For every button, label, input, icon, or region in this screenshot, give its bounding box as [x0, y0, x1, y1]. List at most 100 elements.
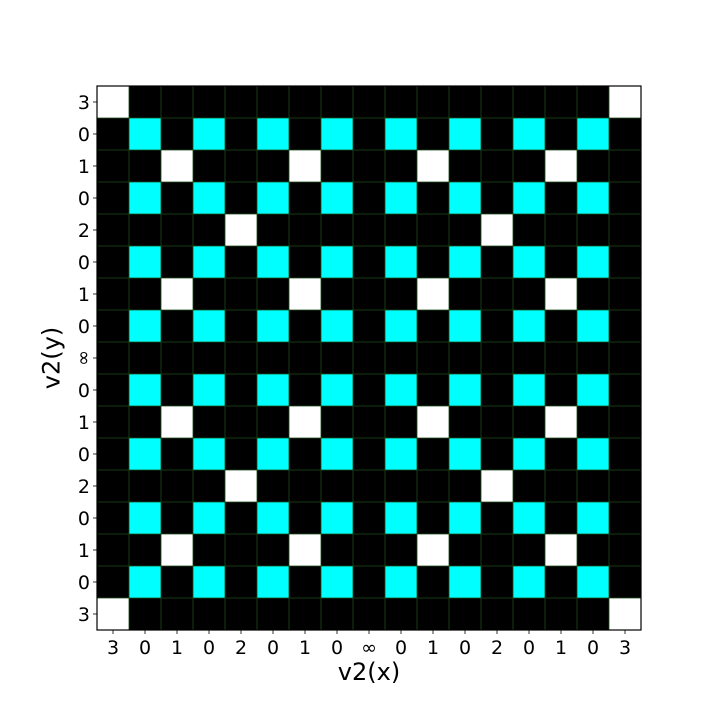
heatmap-cell — [385, 246, 418, 279]
heatmap-cell — [321, 534, 354, 567]
heatmap-cell — [97, 502, 130, 535]
heatmap-cell — [609, 566, 642, 599]
heatmap-cell — [161, 598, 194, 631]
heatmap-cell — [545, 470, 578, 503]
heatmap-cell — [225, 470, 258, 503]
heatmap-cell — [609, 246, 642, 279]
heatmap-cell — [417, 310, 450, 343]
heatmap-cell — [513, 374, 546, 407]
heatmap-cell — [289, 150, 322, 183]
heatmap-cell — [449, 406, 482, 439]
heatmap-cell — [513, 598, 546, 631]
heatmap-cell — [321, 310, 354, 343]
heatmap-cell — [257, 438, 290, 471]
heatmap-cell — [257, 118, 290, 151]
heatmap-cell — [161, 502, 194, 535]
heatmap-cell — [193, 246, 226, 279]
heatmap-cell — [481, 566, 514, 599]
heatmap-cell — [545, 86, 578, 119]
heatmap-cell — [513, 150, 546, 183]
heatmap-cell — [609, 502, 642, 535]
x-tick-label: 0 — [395, 637, 407, 659]
x-tick-label: 0 — [459, 637, 471, 659]
heatmap-cell — [449, 502, 482, 535]
heatmap-cell — [417, 374, 450, 407]
heatmap-cell — [545, 214, 578, 247]
heatmap-cell — [129, 310, 162, 343]
y-tick-label: 1 — [78, 412, 90, 434]
x-tick-label: 0 — [331, 637, 343, 659]
heatmap-cell — [225, 118, 258, 151]
heatmap-cell — [385, 470, 418, 503]
heatmap-cell — [513, 86, 546, 119]
y-tick-label: 2 — [78, 220, 90, 242]
heatmap-cell — [257, 374, 290, 407]
heatmap-cell — [513, 342, 546, 375]
x-tick-label: 0 — [139, 637, 151, 659]
heatmap-cell — [289, 342, 322, 375]
heatmap-cell — [161, 566, 194, 599]
heatmap-cell — [609, 438, 642, 471]
heatmap-cell — [385, 374, 418, 407]
heatmap-cell — [257, 214, 290, 247]
heatmap-cell — [129, 342, 162, 375]
heatmap-cell — [449, 118, 482, 151]
heatmap-cell — [97, 86, 130, 119]
heatmap-cell — [513, 406, 546, 439]
heatmap-cell — [353, 534, 386, 567]
heatmap-cell — [353, 342, 386, 375]
x-tick-label: 0 — [587, 637, 599, 659]
heatmap-cell — [577, 438, 610, 471]
heatmap-cell — [257, 534, 290, 567]
heatmap-cell — [449, 86, 482, 119]
y-tick-label: 0 — [78, 188, 90, 210]
heatmap-cell — [385, 86, 418, 119]
heatmap-cell — [481, 278, 514, 311]
x-tick-label: 1 — [427, 637, 439, 659]
heatmap-cell — [289, 566, 322, 599]
heatmap-cell — [577, 406, 610, 439]
heatmap-cell — [321, 406, 354, 439]
heatmap-cell — [481, 342, 514, 375]
heatmap-cell — [577, 502, 610, 535]
heatmap-cell — [289, 214, 322, 247]
heatmap-cell — [577, 246, 610, 279]
x-axis-label: v2(x) — [338, 658, 400, 686]
heatmap-cell — [481, 182, 514, 215]
heatmap-cell — [321, 438, 354, 471]
heatmap-cell — [193, 86, 226, 119]
heatmap-cell — [609, 470, 642, 503]
heatmap-cell — [289, 118, 322, 151]
heatmap-cell — [129, 566, 162, 599]
x-tick-label: 2 — [235, 637, 247, 659]
heatmap-cell — [353, 598, 386, 631]
x-tick-label: 2 — [491, 637, 503, 659]
heatmap-cell — [193, 118, 226, 151]
heatmap-cell — [577, 150, 610, 183]
heatmap-cell — [481, 86, 514, 119]
heatmap-cell — [353, 374, 386, 407]
x-tick-label: 1 — [171, 637, 183, 659]
heatmap-cell — [417, 406, 450, 439]
heatmap-cell — [385, 502, 418, 535]
heatmap-cell — [353, 310, 386, 343]
heatmap-cell — [385, 214, 418, 247]
heatmap-cell — [481, 214, 514, 247]
heatmap-cell — [449, 182, 482, 215]
heatmap-cell — [417, 214, 450, 247]
heatmap-cell — [609, 118, 642, 151]
heatmap-cell — [513, 118, 546, 151]
heatmap-cell — [609, 86, 642, 119]
heatmap-cell — [353, 150, 386, 183]
heatmap-cell — [353, 118, 386, 151]
y-tick-label: 3 — [78, 604, 90, 626]
heatmap-cell — [193, 310, 226, 343]
heatmap-cell — [321, 470, 354, 503]
heatmap-cell — [289, 374, 322, 407]
heatmap-cell — [545, 342, 578, 375]
heatmap-cell — [289, 438, 322, 471]
heatmap-cell — [161, 310, 194, 343]
heatmap-cell — [545, 566, 578, 599]
heatmap-cell — [161, 214, 194, 247]
heatmap-cell — [129, 534, 162, 567]
